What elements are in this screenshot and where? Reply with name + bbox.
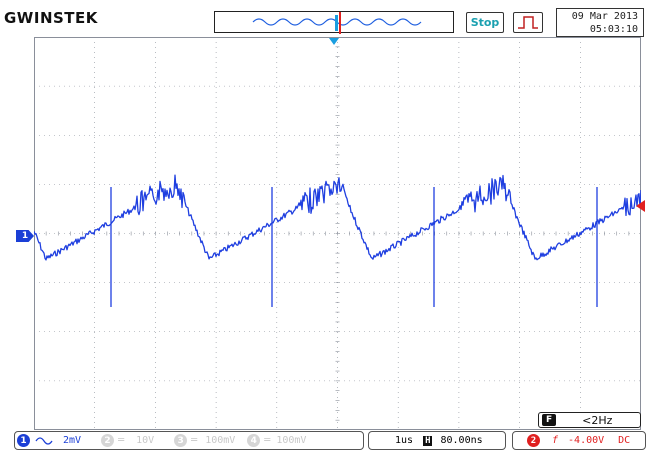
graticule [34,37,641,430]
timebase-scale: 1us [395,435,414,446]
channel-1-badge: 1 [17,434,30,447]
channel-3-scale: 100mV [205,435,236,446]
trigger-level: -4.00V [568,435,605,446]
channel-2-badge: 2 [101,434,115,447]
trigger-coupling: DC [618,435,631,446]
horizontal-position-icon: H [423,435,433,446]
frequency-value: <2Hz [582,413,613,427]
waveform-overview-icon [252,12,422,34]
channel-1-trace [34,174,641,307]
pulse-icon [518,16,538,29]
channel-3-coupling-icon: ═ [191,435,198,446]
trigger-slope-icon: f [552,435,559,446]
status-bar: 1 2mV 2 ═ 10V 3 ═ 100mV 4 ═ 100mV 1us H … [10,431,646,451]
channel-2-coupling-icon: ═ [118,435,125,446]
trigger-settings[interactable]: 2 f -4.00V DC [512,431,646,450]
timebase-settings[interactable]: 1us H 80.00ns [368,431,506,450]
channel-4-badge: 4 [247,434,261,447]
channel-2-scale: 10V [136,435,155,446]
channel-3-badge: 3 [174,434,188,447]
channel-4-coupling-icon: ═ [264,435,271,446]
frequency-badge: F [542,414,557,426]
frequency-readout: F <2Hz [538,412,641,428]
run-stop-status[interactable]: Stop [466,12,504,33]
channel-1-scale: 2mV [63,435,82,446]
timebase-position: 80.00ns [440,435,483,446]
date-text: 09 Mar 2013 [571,11,638,22]
time-text: 05:03:10 [589,24,638,35]
waveform-display [34,37,641,430]
date-time-display: 09 Mar 2013 05:03:10 [556,8,644,37]
trigger-source-badge: 2 [527,434,540,447]
memory-overview-bar[interactable] [214,11,454,34]
trigger-level-marker[interactable] [636,200,645,212]
sine-icon [35,436,53,445]
channel-4-scale: 100mV [276,435,307,446]
trigger-edge-button[interactable] [513,12,543,33]
channel-1-ground-marker[interactable]: 1 [16,230,34,242]
trigger-position-marker[interactable] [329,38,339,45]
brand-logo: GWINSTEK [4,9,98,27]
channel-settings[interactable]: 1 2mV 2 ═ 10V 3 ═ 100mV 4 ═ 100mV [14,431,364,450]
